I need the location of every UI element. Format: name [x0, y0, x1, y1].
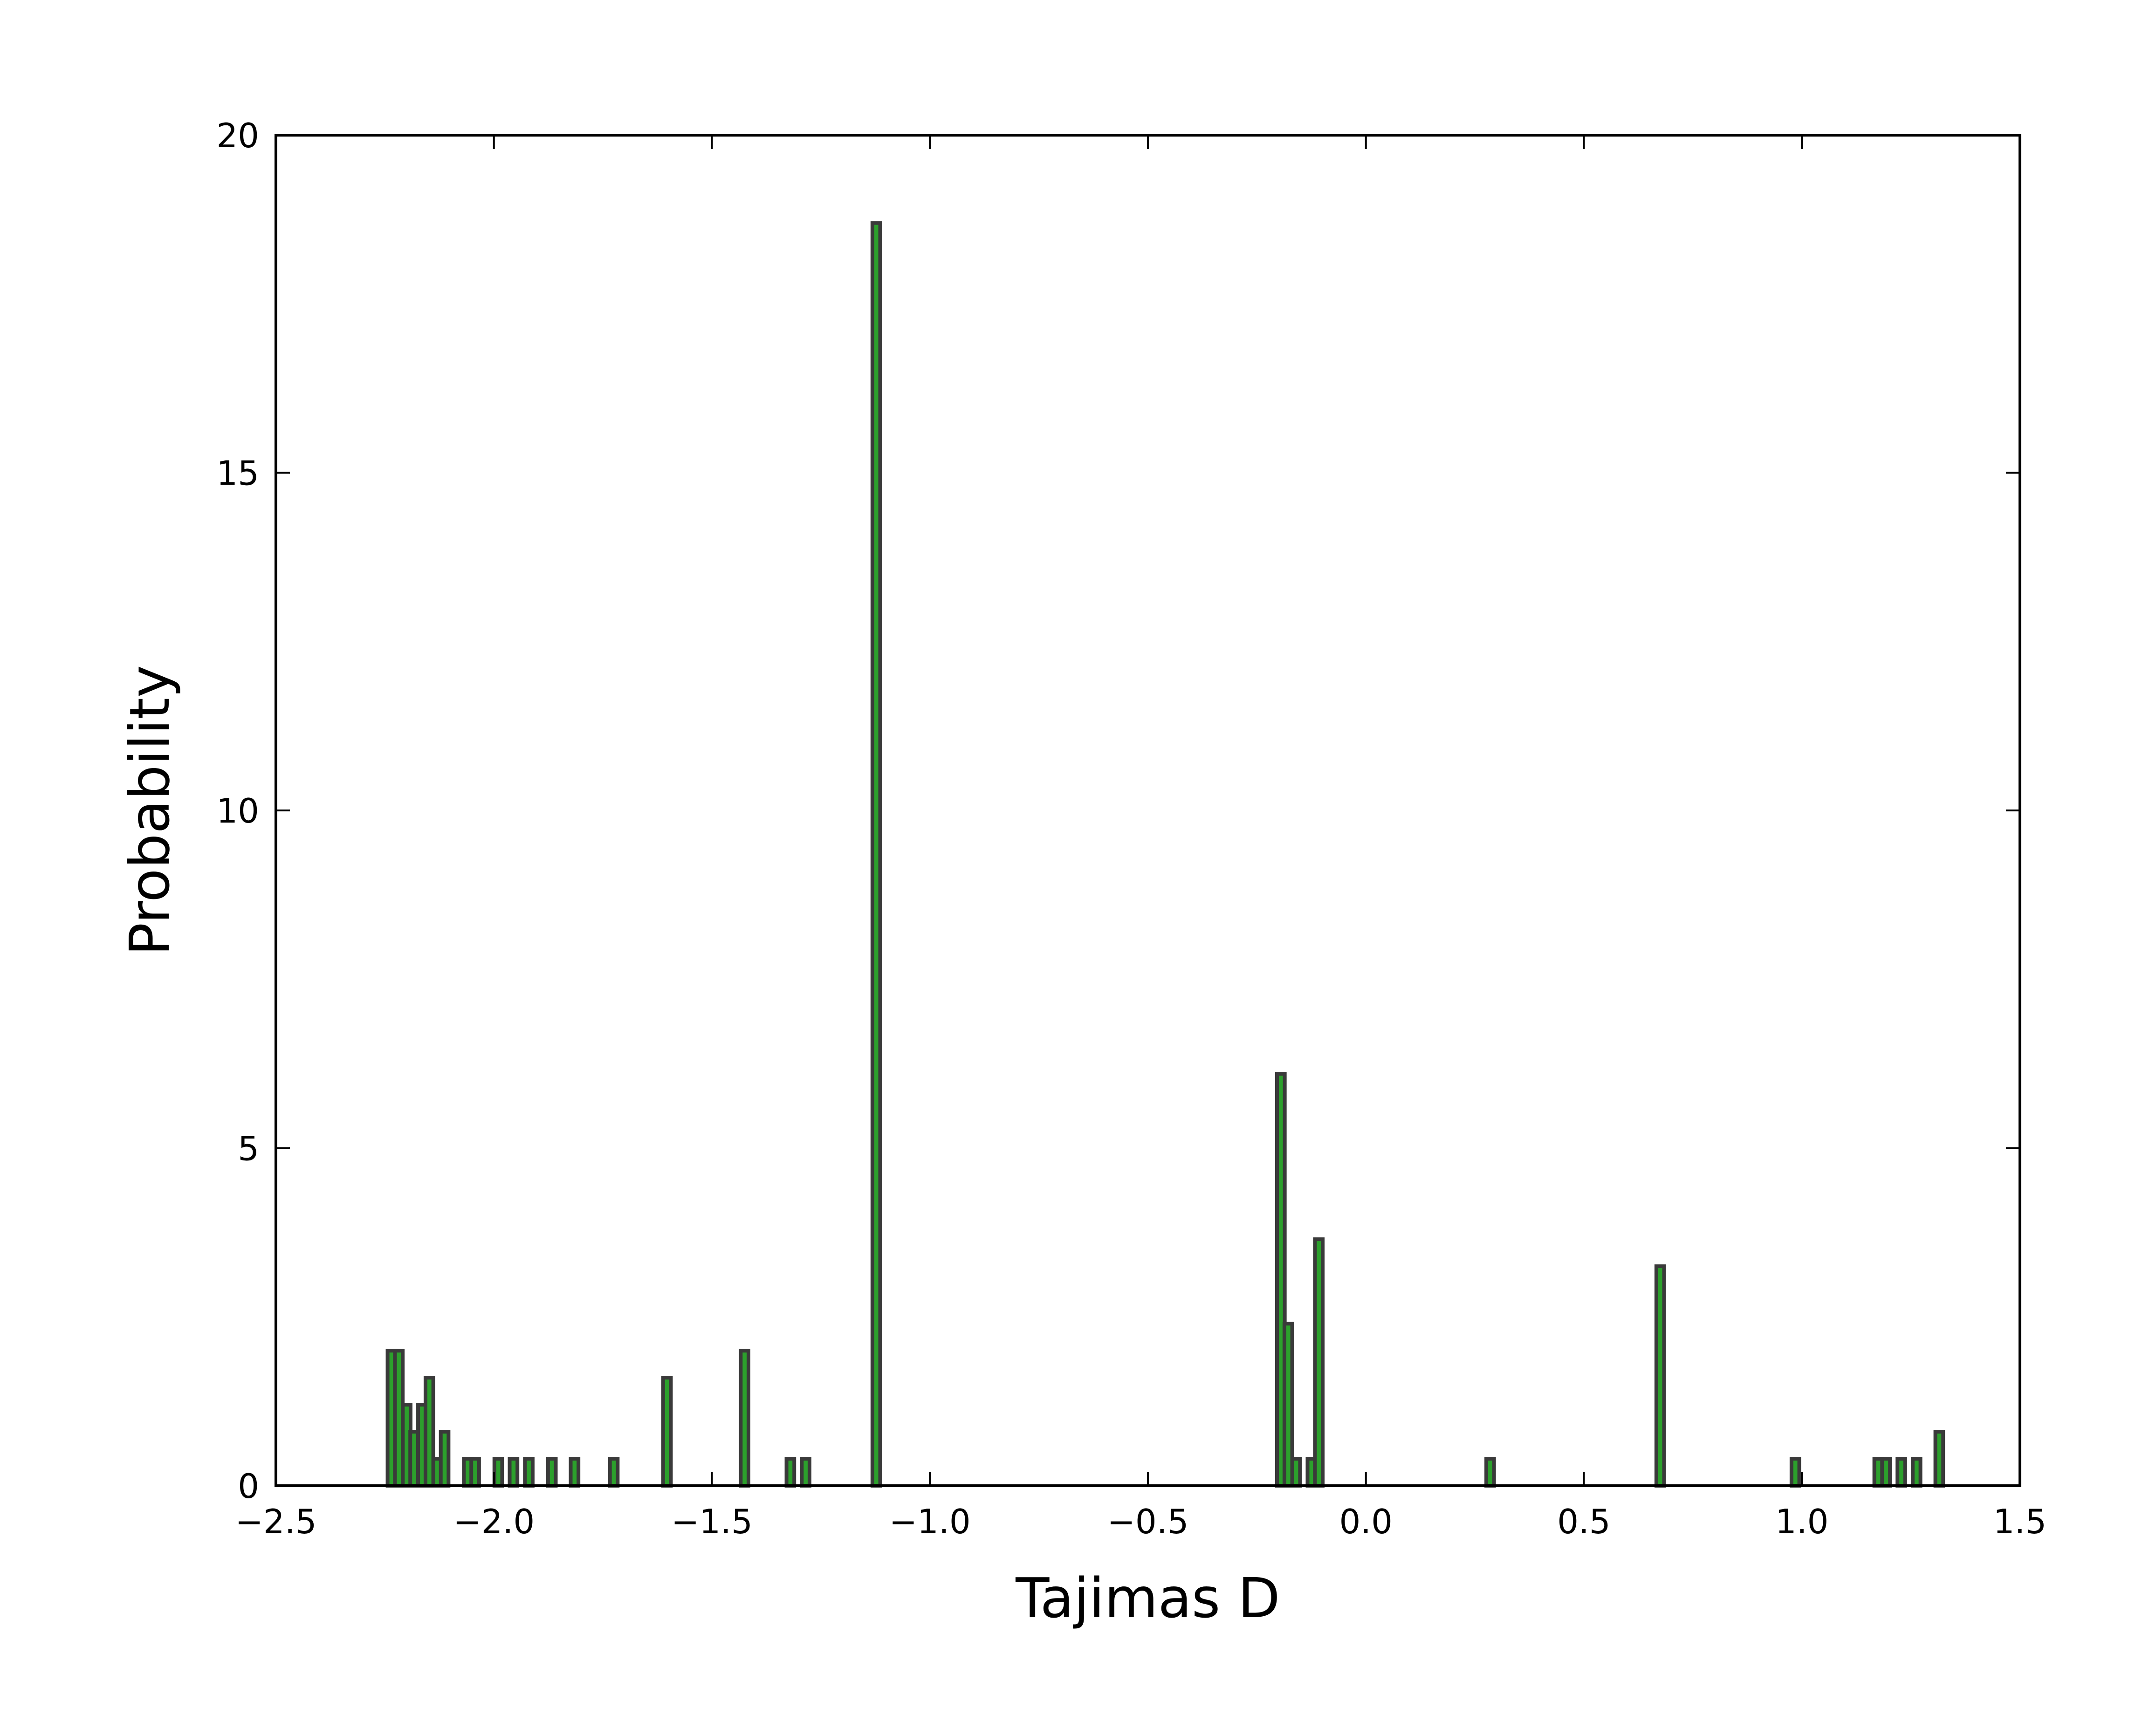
- histogram-bar-28: [1789, 1457, 1801, 1488]
- ticks-layer: [275, 134, 2021, 1487]
- histogram-bar-7: [439, 1430, 451, 1488]
- x-tick-label: 1.5: [1993, 1502, 2047, 1541]
- histogram-bar-26: [1484, 1457, 1496, 1488]
- histogram-bar-33: [1933, 1430, 1945, 1488]
- x-tick-label: 1.0: [1775, 1502, 1829, 1541]
- histogram-bar-17: [739, 1349, 750, 1488]
- y-axis-title: Probability: [117, 665, 182, 956]
- histogram-bar-32: [1910, 1457, 1923, 1488]
- histogram-bar-19: [800, 1457, 811, 1488]
- histogram-bar-31: [1895, 1457, 1907, 1488]
- histogram-bar-11: [508, 1457, 520, 1488]
- histogram-bar-13: [546, 1457, 558, 1488]
- histogram-bar-16: [661, 1376, 673, 1488]
- x-tick-label: −2.0: [453, 1502, 535, 1541]
- y-tick-label: 10: [216, 791, 259, 830]
- histogram-bar-25: [1313, 1237, 1325, 1488]
- y-tick-label: 15: [216, 454, 259, 493]
- histogram-bar-9: [469, 1457, 481, 1488]
- x-tick-label: 0.5: [1557, 1502, 1611, 1541]
- x-tick-label: −2.5: [235, 1502, 317, 1541]
- histogram-bar-14: [569, 1457, 581, 1488]
- histogram-bar-18: [784, 1457, 796, 1488]
- x-tick-label: −1.5: [671, 1502, 753, 1541]
- x-tick-label: 0.0: [1339, 1502, 1393, 1541]
- x-tick-labels: −2.5 −2.0 −1.5 −1.0 −0.5 0.0 0.5 1.0 1.5: [235, 1502, 2047, 1541]
- x-tick-label: −1.0: [889, 1502, 971, 1541]
- y-tick-labels: 0 5 10 15 20: [216, 116, 259, 1506]
- histogram-bar-27: [1654, 1264, 1666, 1488]
- histogram-bar-12: [523, 1457, 535, 1488]
- bars-layer: [385, 221, 1945, 1488]
- plot-frame: [275, 134, 2021, 1487]
- histogram-bar-20: [870, 221, 882, 1488]
- y-tick-label: 0: [238, 1467, 259, 1506]
- x-axis-title: Tajimas D: [1015, 1566, 1280, 1630]
- histogram-bar-23: [1290, 1457, 1302, 1488]
- y-tick-label: 20: [216, 116, 259, 155]
- histogram-bar-15: [608, 1457, 620, 1488]
- y-tick-label: 5: [238, 1129, 259, 1168]
- x-tick-label: −0.5: [1107, 1502, 1189, 1541]
- histogram-bar-30: [1880, 1457, 1892, 1488]
- histogram-bar-10: [492, 1457, 504, 1488]
